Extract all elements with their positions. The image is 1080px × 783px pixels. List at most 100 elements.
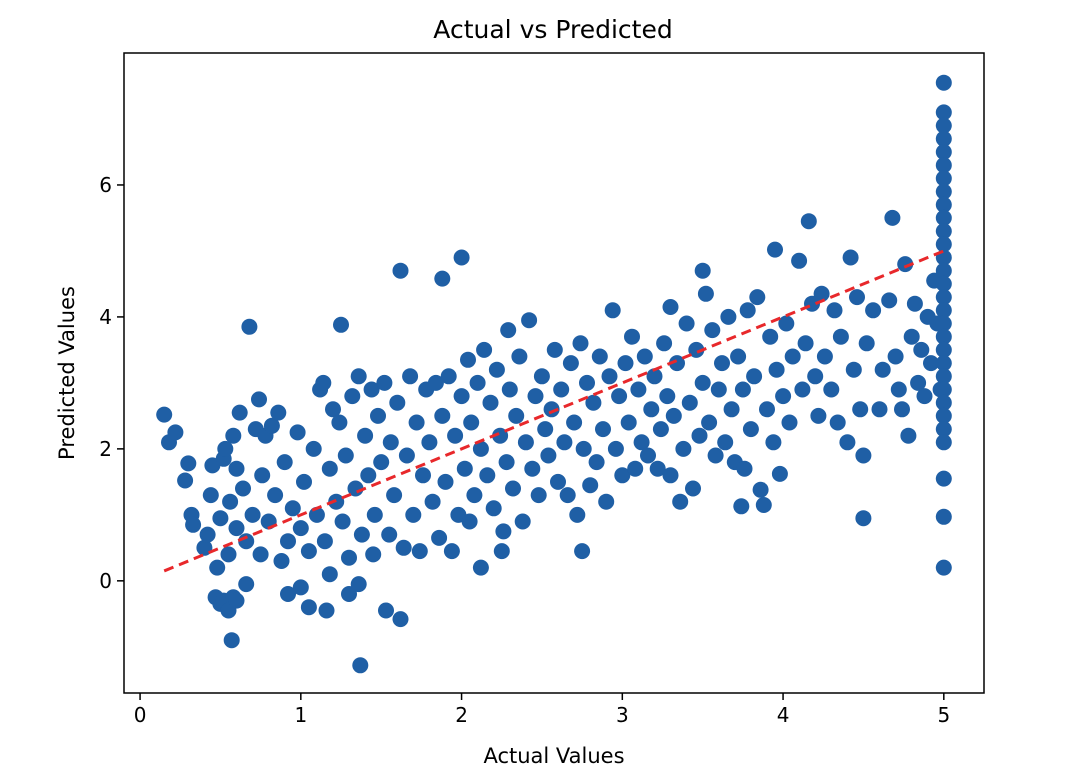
data-point-87 [389, 394, 406, 411]
y-tick-label: 0 [99, 569, 112, 593]
data-point-49 [292, 579, 309, 596]
data-point-129 [501, 381, 518, 398]
data-point-280 [935, 302, 952, 319]
data-point-251 [894, 401, 910, 418]
data-point-56 [315, 374, 332, 391]
data-point-41 [270, 404, 287, 421]
data-point-289 [935, 421, 952, 438]
data-point-181 [662, 467, 679, 484]
data-point-36 [254, 467, 271, 484]
data-point-242 [855, 510, 872, 527]
data-point-109 [453, 249, 470, 266]
data-point-145 [553, 381, 570, 398]
chart-title: Actual vs Predicted [433, 15, 672, 44]
data-point-198 [714, 355, 730, 372]
data-point-75 [357, 427, 374, 444]
data-point-40 [267, 487, 284, 504]
data-point-35 [252, 546, 269, 563]
data-point-0 [156, 406, 173, 423]
data-point-138 [530, 487, 547, 504]
data-point-254 [903, 328, 920, 345]
data-point-231 [816, 348, 833, 365]
data-point-273 [935, 209, 952, 226]
data-point-171 [633, 434, 650, 451]
data-point-136 [524, 460, 541, 477]
data-point-90 [395, 539, 412, 556]
data-point-223 [791, 252, 808, 269]
data-point-2 [167, 424, 184, 441]
data-point-74 [353, 526, 370, 543]
data-point-28 [235, 480, 251, 497]
data-point-88 [392, 262, 409, 279]
data-point-189 [688, 341, 705, 358]
data-point-4 [180, 455, 197, 472]
data-point-205 [734, 381, 751, 398]
data-point-149 [566, 414, 583, 431]
data-point-229 [810, 407, 827, 424]
data-point-3 [177, 472, 194, 489]
data-point-29 [238, 533, 255, 550]
data-point-80 [370, 407, 386, 424]
data-point-252 [897, 256, 914, 273]
data-point-118 [472, 440, 489, 457]
data-point-85 [382, 434, 399, 451]
data-point-233 [826, 302, 843, 319]
data-point-112 [460, 351, 476, 368]
data-point-67 [341, 586, 357, 602]
data-point-287 [935, 394, 952, 411]
y-axis: 0 2 4 6 [99, 173, 124, 593]
data-point-116 [469, 374, 486, 391]
data-point-93 [405, 506, 422, 523]
data-point-59 [321, 460, 338, 477]
data-point-21 [223, 632, 240, 649]
data-point-137 [527, 388, 544, 405]
data-point-95 [411, 543, 428, 560]
data-point-156 [585, 394, 602, 411]
data-point-126 [495, 523, 512, 540]
data-point-197 [710, 381, 727, 398]
data-point-50 [296, 473, 312, 490]
data-point-221 [781, 414, 798, 431]
data-point-104 [437, 473, 454, 490]
data-point-8 [199, 526, 216, 543]
data-point-14 [212, 510, 229, 527]
x-tick-label: 0 [134, 703, 147, 727]
data-point-122 [485, 500, 502, 517]
data-point-236 [839, 434, 856, 451]
data-point-164 [611, 388, 628, 405]
data-point-258 [916, 388, 933, 405]
data-point-89 [392, 611, 409, 628]
data-point-225 [797, 335, 814, 352]
data-point-131 [508, 407, 525, 424]
data-point-143 [546, 341, 563, 358]
data-point-46 [284, 500, 301, 517]
data-point-103 [434, 407, 451, 424]
data-point-155 [582, 477, 599, 494]
data-point-216 [767, 241, 783, 258]
data-point-140 [537, 421, 554, 438]
data-point-68 [341, 549, 357, 566]
data-point-100 [427, 374, 444, 391]
data-point-283 [935, 341, 952, 358]
data-point-286 [935, 381, 952, 398]
data-point-292 [935, 508, 952, 525]
data-point-224 [794, 381, 811, 398]
data-point-123 [488, 361, 505, 378]
data-point-121 [482, 394, 499, 411]
data-point-211 [752, 481, 769, 498]
data-point-17 [217, 440, 234, 457]
data-point-114 [463, 414, 480, 431]
data-point-169 [627, 460, 644, 477]
data-point-64 [333, 316, 349, 333]
data-point-290 [935, 434, 952, 451]
data-point-194 [701, 414, 718, 431]
data-point-25 [228, 460, 245, 477]
x-tick-label: 4 [777, 703, 790, 727]
data-point-239 [849, 289, 865, 306]
y-axis-label: Predicted Values [55, 286, 79, 460]
data-point-191 [694, 262, 711, 279]
data-point-60 [321, 566, 338, 583]
data-point-179 [659, 388, 676, 405]
data-point-142 [543, 401, 560, 418]
data-point-152 [574, 543, 591, 560]
